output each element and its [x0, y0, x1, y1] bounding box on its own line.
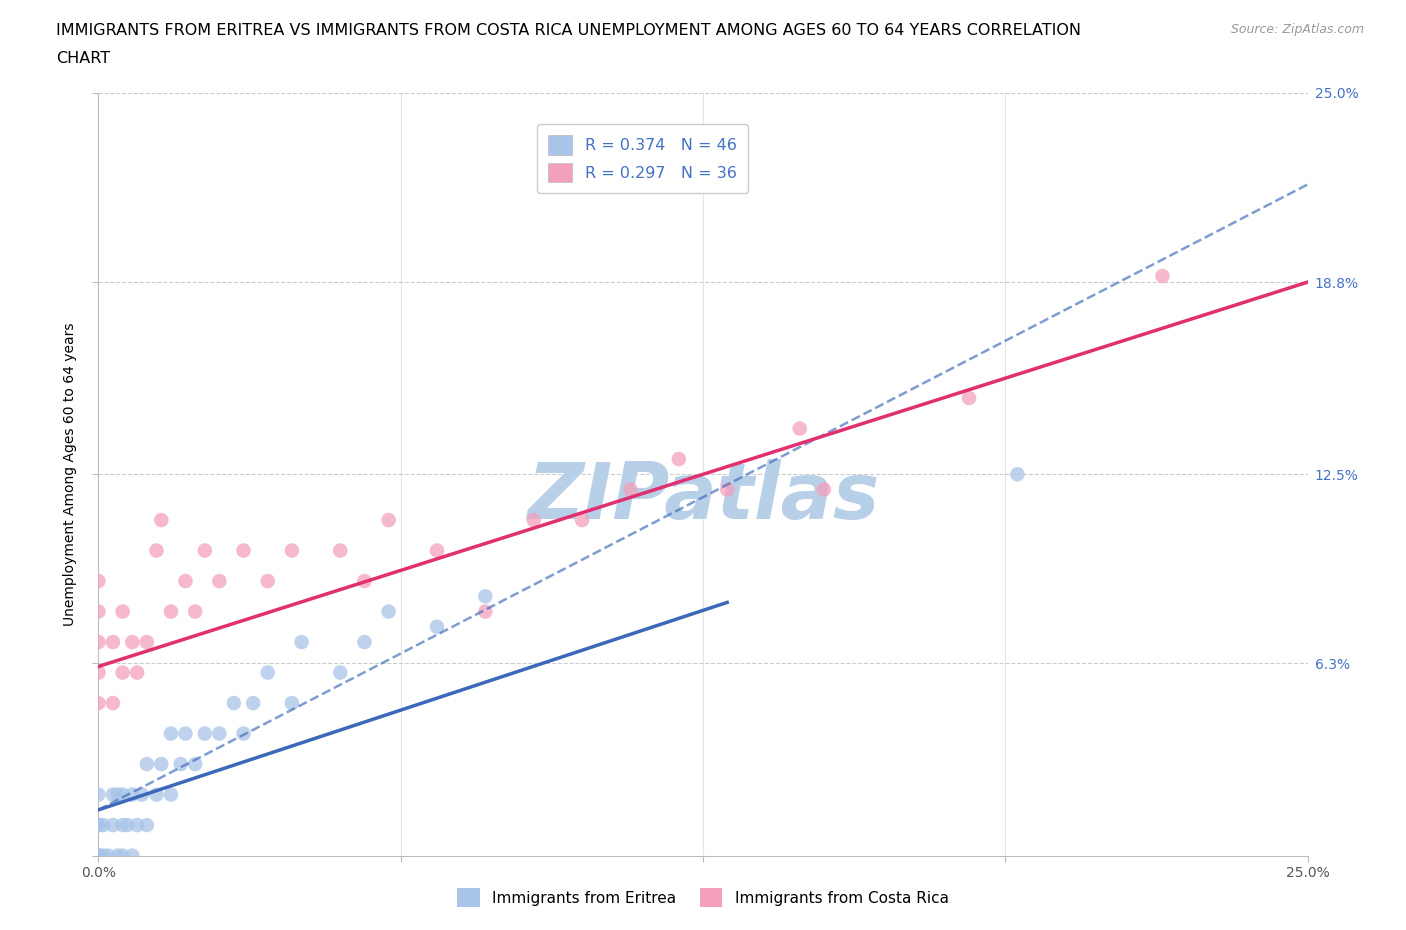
- Point: [184, 604, 207, 619]
- Point: [107, 848, 129, 863]
- Point: [87, 665, 110, 680]
- Point: [87, 848, 110, 863]
- Text: CHART: CHART: [56, 51, 110, 66]
- Point: [377, 512, 399, 527]
- Point: [232, 543, 254, 558]
- Point: [101, 696, 124, 711]
- Point: [184, 757, 207, 772]
- Point: [290, 634, 312, 649]
- Point: [571, 512, 593, 527]
- Point: [131, 787, 153, 802]
- Point: [91, 817, 114, 832]
- Point: [426, 543, 449, 558]
- Point: [668, 452, 690, 467]
- Point: [160, 726, 183, 741]
- Point: [127, 665, 149, 680]
- Point: [1152, 269, 1174, 284]
- Point: [160, 787, 183, 802]
- Point: [169, 757, 191, 772]
- Point: [91, 848, 114, 863]
- Point: [150, 512, 173, 527]
- Point: [281, 543, 304, 558]
- Point: [242, 696, 264, 711]
- Point: [232, 726, 254, 741]
- Point: [353, 634, 375, 649]
- Point: [87, 817, 110, 832]
- Point: [523, 512, 546, 527]
- Point: [111, 787, 134, 802]
- Point: [101, 634, 124, 649]
- Point: [135, 757, 157, 772]
- Point: [957, 391, 980, 405]
- Point: [87, 848, 110, 863]
- Point: [87, 848, 110, 863]
- Point: [111, 848, 134, 863]
- Point: [474, 604, 496, 619]
- Point: [716, 482, 738, 497]
- Point: [256, 665, 278, 680]
- Point: [1007, 467, 1029, 482]
- Point: [194, 726, 217, 741]
- Point: [135, 817, 157, 832]
- Point: [87, 604, 110, 619]
- Point: [87, 574, 110, 589]
- Text: IMMIGRANTS FROM ERITREA VS IMMIGRANTS FROM COSTA RICA UNEMPLOYMENT AMONG AGES 60: IMMIGRANTS FROM ERITREA VS IMMIGRANTS FR…: [56, 23, 1081, 38]
- Point: [121, 787, 143, 802]
- Point: [87, 696, 110, 711]
- Point: [377, 604, 399, 619]
- Point: [194, 543, 217, 558]
- Point: [150, 757, 173, 772]
- Point: [87, 848, 110, 863]
- Point: [101, 817, 124, 832]
- Point: [208, 574, 231, 589]
- Point: [97, 848, 120, 863]
- Point: [87, 817, 110, 832]
- Point: [174, 726, 197, 741]
- Legend: R = 0.374   N = 46, R = 0.297   N = 36: R = 0.374 N = 46, R = 0.297 N = 36: [537, 124, 748, 193]
- Point: [121, 634, 143, 649]
- Point: [813, 482, 835, 497]
- Y-axis label: Unemployment Among Ages 60 to 64 years: Unemployment Among Ages 60 to 64 years: [63, 323, 77, 626]
- Point: [111, 665, 134, 680]
- Point: [87, 848, 110, 863]
- Point: [329, 543, 352, 558]
- Point: [87, 634, 110, 649]
- Point: [619, 482, 641, 497]
- Point: [117, 817, 139, 832]
- Point: [329, 665, 352, 680]
- Point: [353, 574, 375, 589]
- Point: [174, 574, 197, 589]
- Point: [474, 589, 496, 604]
- Point: [87, 787, 110, 802]
- Text: Source: ZipAtlas.com: Source: ZipAtlas.com: [1230, 23, 1364, 36]
- Point: [426, 619, 449, 634]
- Point: [111, 817, 134, 832]
- Point: [789, 421, 811, 436]
- Point: [256, 574, 278, 589]
- Legend: Immigrants from Eritrea, Immigrants from Costa Rica: Immigrants from Eritrea, Immigrants from…: [451, 883, 955, 913]
- Point: [101, 787, 124, 802]
- Text: ZIPatlas: ZIPatlas: [527, 459, 879, 535]
- Point: [121, 848, 143, 863]
- Point: [107, 787, 129, 802]
- Point: [127, 817, 149, 832]
- Point: [281, 696, 304, 711]
- Point: [222, 696, 245, 711]
- Point: [208, 726, 231, 741]
- Point: [135, 634, 157, 649]
- Point: [111, 604, 134, 619]
- Point: [145, 543, 167, 558]
- Point: [145, 787, 167, 802]
- Point: [160, 604, 183, 619]
